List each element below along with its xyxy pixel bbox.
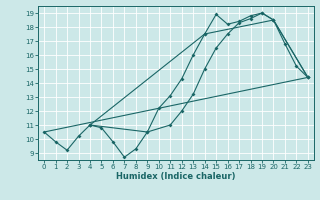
X-axis label: Humidex (Indice chaleur): Humidex (Indice chaleur) xyxy=(116,172,236,181)
